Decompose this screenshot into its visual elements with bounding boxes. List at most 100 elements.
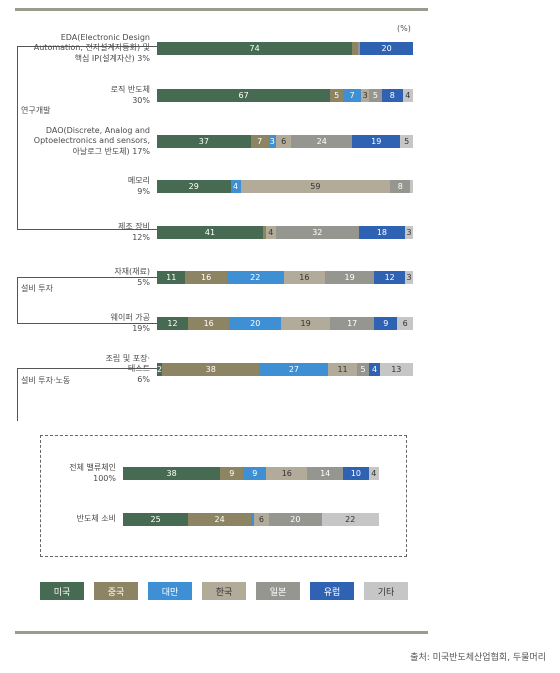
source-note: 출처: 미국반도체산업협회, 두물머리 xyxy=(410,653,546,663)
bar-segment: 9 xyxy=(220,467,244,480)
group-label-capex: 설비 투자 xyxy=(21,284,53,293)
data-label: 9 xyxy=(383,319,389,328)
stacked-bar: 11 16 22 16 19 12 3 xyxy=(157,271,413,284)
stacked-bar: 2 38 27 11 5 4 13 xyxy=(157,363,413,376)
row-label: 메모리 9% xyxy=(128,176,150,197)
summary-box xyxy=(40,435,407,557)
row-label-line: 메모리 xyxy=(127,176,150,185)
bar-segment: 24 xyxy=(291,135,353,148)
bar-segment: 6 xyxy=(276,135,292,148)
data-label: 11 xyxy=(337,365,348,374)
bar-segment: 25 xyxy=(123,513,189,526)
legend-item: 일본 xyxy=(256,582,300,600)
data-label: 7 xyxy=(349,91,355,100)
data-label: 5 xyxy=(334,91,340,100)
bar-segment: 3 xyxy=(405,226,413,239)
row-label: 반도체 소비 xyxy=(77,514,116,525)
bar-segment: 18 xyxy=(358,226,406,239)
row-label-line: 5% xyxy=(137,277,150,287)
bar-segment: 22 xyxy=(226,271,284,284)
row-label: 로직 반도체 30% xyxy=(111,85,150,106)
bar-segment xyxy=(357,42,361,55)
data-label: 2 xyxy=(157,365,163,374)
data-label: 3 xyxy=(269,137,275,146)
bar-segment: 8 xyxy=(390,180,411,193)
data-label: 8 xyxy=(397,182,403,191)
bar-segment: 2 xyxy=(157,363,163,376)
data-label: 29 xyxy=(188,182,199,191)
row-label-line: 12% xyxy=(132,232,150,242)
data-label: 37 xyxy=(198,137,209,146)
bar-segment: 5 xyxy=(369,89,382,102)
stacked-bar: 74 20 xyxy=(157,42,413,55)
bar-segment: 9 xyxy=(243,467,267,480)
bar-segment: 4 xyxy=(368,467,379,480)
row-label-line: 9% xyxy=(137,186,150,196)
data-label: 11 xyxy=(166,273,177,282)
bar-segment: 29 xyxy=(157,180,231,193)
legend-item: 기타 xyxy=(364,582,408,600)
row-label: 제조 장비 12% xyxy=(118,222,150,243)
unit-label: (%) xyxy=(397,24,411,33)
row-label: 조립 및 포장· 테스트 6% xyxy=(106,354,150,386)
data-label: 16 xyxy=(299,273,310,282)
row-label-line: 웨이퍼 가공 xyxy=(110,313,150,322)
data-label: 4 xyxy=(268,228,274,237)
data-label: 6 xyxy=(402,319,408,328)
data-label: 22 xyxy=(345,515,356,524)
data-label: 3 xyxy=(406,228,412,237)
bar-segment: 38 xyxy=(123,467,221,480)
data-label: 24 xyxy=(214,515,225,524)
data-label: 5 xyxy=(372,91,379,100)
bar-segment: 32 xyxy=(275,226,359,239)
bar-segment: 19 xyxy=(281,317,331,330)
data-label: 7 xyxy=(257,137,263,146)
stacked-bar: 41 4 32 18 3 xyxy=(157,226,413,239)
data-label: 16 xyxy=(201,273,212,282)
row-label-line: 로직 반도체 xyxy=(110,85,150,94)
bar-segment: 27 xyxy=(259,363,329,376)
bar-segment: 9 xyxy=(374,317,398,330)
data-label: 25 xyxy=(150,515,161,524)
row-label: 웨이퍼 가공 19% xyxy=(111,313,150,334)
bar-segment: 16 xyxy=(185,271,227,284)
bar-segment: 4 xyxy=(402,89,413,102)
data-label: 9 xyxy=(252,469,258,478)
row-label-line: 반도체 소비 xyxy=(76,514,116,524)
data-label: 18 xyxy=(376,228,388,237)
stacked-bar: 67 5 7 3 5 8 4 xyxy=(157,89,413,102)
data-label: 59 xyxy=(310,182,321,191)
data-label: 41 xyxy=(204,228,216,237)
bar-segment: 13 xyxy=(379,363,413,376)
data-label: 20 xyxy=(250,319,261,328)
data-label: 19 xyxy=(300,319,311,328)
bar-segment: 19 xyxy=(325,271,375,284)
group-bracket-rnd xyxy=(17,46,158,230)
data-label: 12 xyxy=(384,273,395,282)
group-bracket-capex xyxy=(17,277,158,324)
stacked-bar: 25 24 6 20 22 xyxy=(123,513,379,526)
bar-segment: 20 xyxy=(229,317,282,330)
bar-segment: 11 xyxy=(157,271,186,284)
bar-segment: 4 xyxy=(265,226,276,239)
stacked-bar: 29 4 59 8 xyxy=(157,180,413,193)
bar-segment: 22 xyxy=(321,513,379,526)
data-label: 16 xyxy=(203,319,214,328)
data-label: 74 xyxy=(249,44,260,53)
bar-segment: 41 xyxy=(157,226,264,239)
group-label-rnd: 연구개발 xyxy=(21,106,51,115)
row-label-line: DAO(Discrete, Analog and xyxy=(45,125,150,135)
row-label: 자재(재료) 5% xyxy=(114,267,150,288)
data-label: 8 xyxy=(389,91,395,100)
bar-segment: 24 xyxy=(188,513,251,526)
row-label-line: 자재(재료) xyxy=(114,267,150,276)
data-label: 38 xyxy=(205,365,216,374)
bar-segment xyxy=(263,226,266,239)
data-label: 14 xyxy=(320,469,331,478)
bar-segment: 16 xyxy=(266,467,308,480)
data-label: 20 xyxy=(381,44,392,53)
data-label: 10 xyxy=(350,469,361,478)
row-label: DAO(Discrete, Analog and Optoelectronics … xyxy=(34,126,150,158)
legend-item: 미국 xyxy=(40,582,84,600)
legend-item: 대만 xyxy=(148,582,192,600)
